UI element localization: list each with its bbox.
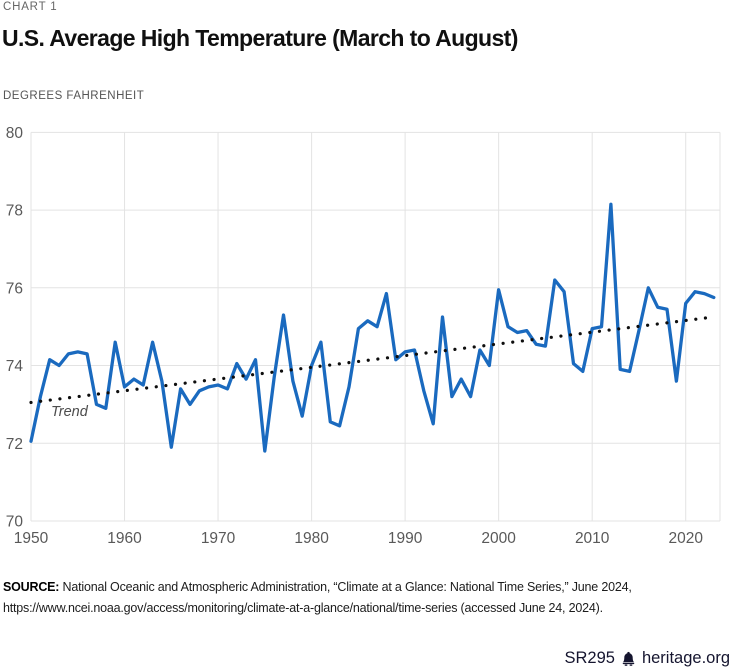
source-prefix: SOURCE: [3, 580, 60, 594]
y-axis-unit-label: DEGREES FAHRENHEIT [3, 90, 145, 102]
x-tick-label: 1970 [201, 530, 236, 547]
y-tick-label: 72 [6, 436, 23, 453]
footer-brand: SR295 heritage.org [564, 649, 730, 668]
y-tick-label: 74 [6, 358, 24, 375]
liberty-bell-icon [621, 651, 636, 666]
report-id: SR295 [564, 649, 615, 667]
y-tick-label: 78 [6, 203, 23, 220]
x-tick-label: 2010 [575, 530, 610, 547]
y-tick-label: 70 [6, 514, 24, 531]
source-line-1: SOURCE: National Oceanic and Atmospheric… [3, 577, 733, 598]
x-tick-label: 1960 [107, 530, 142, 547]
temperature-series-line [29, 202, 716, 453]
source-note: SOURCE: National Oceanic and Atmospheric… [3, 577, 733, 618]
chart-kicker: CHART 1 [3, 1, 58, 13]
x-tick-label: 2000 [481, 530, 516, 547]
x-tick-label: 2020 [668, 530, 703, 547]
y-tick-label: 80 [6, 125, 24, 142]
brand-domain: heritage.org [641, 649, 730, 667]
chart-title: U.S. Average High Temperature (March to … [2, 25, 518, 51]
source-line-2: https://www.ncei.noaa.gov/access/monitor… [3, 600, 603, 615]
trend-dotted-line [29, 315, 716, 405]
y-tick-label: 76 [6, 280, 23, 297]
x-tick-label: 1950 [14, 530, 49, 547]
source-text: National Oceanic and Atmospheric Adminis… [59, 580, 632, 594]
trend-annotation: Trend [51, 404, 88, 420]
x-tick-label: 1980 [294, 530, 329, 547]
x-tick-label: 1990 [388, 530, 423, 547]
